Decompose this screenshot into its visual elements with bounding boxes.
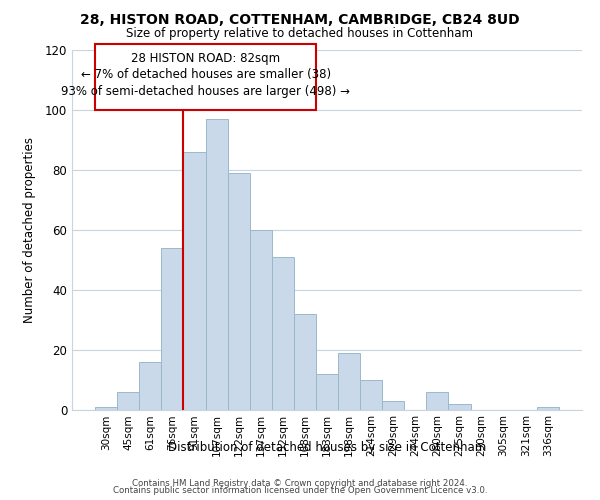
Y-axis label: Number of detached properties: Number of detached properties (23, 137, 37, 323)
Bar (448, 404, 470, 410)
Bar (250, 230, 272, 410)
Bar (537, 407, 559, 410)
Text: Contains public sector information licensed under the Open Government Licence v3: Contains public sector information licen… (113, 486, 487, 495)
Text: 28 HISTON ROAD: 82sqm: 28 HISTON ROAD: 82sqm (131, 52, 280, 64)
Bar (294, 314, 316, 410)
Text: Contains HM Land Registry data © Crown copyright and database right 2024.: Contains HM Land Registry data © Crown c… (132, 478, 468, 488)
Bar (184, 152, 206, 410)
Bar (427, 392, 448, 410)
Text: Size of property relative to detached houses in Cottenham: Size of property relative to detached ho… (127, 28, 473, 40)
Bar (382, 401, 404, 410)
Bar (139, 362, 161, 410)
Bar (316, 374, 338, 410)
Bar (360, 380, 382, 410)
Bar (161, 248, 184, 410)
Bar (272, 257, 294, 410)
Bar (206, 119, 227, 410)
Bar (338, 353, 360, 410)
Text: Distribution of detached houses by size in Cottenham: Distribution of detached houses by size … (168, 441, 486, 454)
Bar (227, 173, 250, 410)
Text: 28, HISTON ROAD, COTTENHAM, CAMBRIDGE, CB24 8UD: 28, HISTON ROAD, COTTENHAM, CAMBRIDGE, C… (80, 12, 520, 26)
FancyBboxPatch shape (95, 44, 316, 110)
Bar (117, 392, 139, 410)
Text: 93% of semi-detached houses are larger (498) →: 93% of semi-detached houses are larger (… (61, 84, 350, 98)
Bar (95, 407, 117, 410)
Text: ← 7% of detached houses are smaller (38): ← 7% of detached houses are smaller (38) (80, 68, 331, 81)
